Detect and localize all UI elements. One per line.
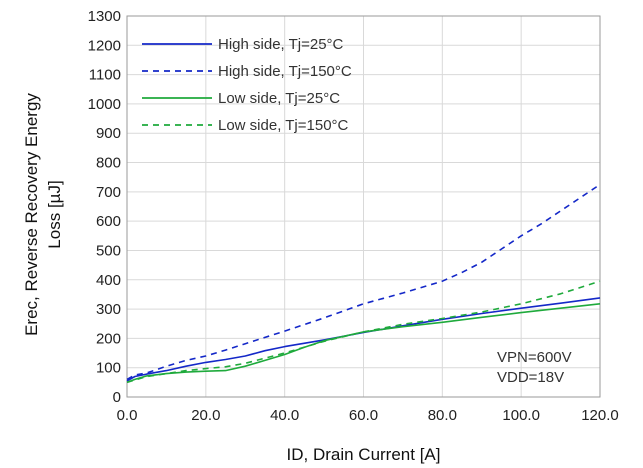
plot-frame [126, 15, 601, 398]
series-line-1 [126, 297, 601, 382]
x-tick-label: 40.0 [270, 407, 299, 424]
y-tick-label: 1000 [88, 96, 121, 113]
legend-label-3: Low side, Tj=25°C [218, 90, 340, 107]
y-tick-label: 900 [96, 125, 121, 142]
x-tick-label: 120.0 [581, 407, 619, 424]
series-line-3 [126, 303, 601, 384]
legend-label-4: Low side, Tj=150°C [218, 117, 349, 134]
y-tick-label: 1100 [89, 67, 121, 84]
x-tick-label: 80.0 [428, 407, 457, 424]
x-tick-label: 0.0 [117, 407, 138, 424]
y-tick-label: 100 [96, 360, 121, 377]
y-axis-title-line-1: Erec, Reverse Recovery Energy [22, 93, 41, 336]
y-tick-label: 1300 [88, 8, 121, 25]
x-axis-title: ID, Drain Current [A] [287, 445, 441, 464]
y-tick-label: 1200 [88, 37, 121, 54]
legend-label-1: High side, Tj=25°C [218, 36, 344, 53]
tick-labels: 0 100 200 300 400 500 600 700 800 900 1000 1100 1200… [88, 8, 619, 424]
y-tick-label: 200 [96, 330, 121, 347]
y-tick-label: 400 [96, 272, 121, 289]
x-tick-label: 100.0 [502, 407, 540, 424]
x-tick-label: 20.0 [191, 407, 220, 424]
y-axis-title-line-2: Loss [µJ] [45, 180, 64, 248]
y-tick-label: 600 [96, 213, 121, 230]
annotation-vdd: VDD=18V [497, 369, 564, 386]
annotation-vpn: VPN=600V [497, 349, 572, 366]
legend: High side, Tj=25°C High side, Tj=150°C Low… [142, 36, 352, 134]
y-tick-label: 300 [96, 301, 121, 318]
series-line-4 [126, 280, 601, 384]
series-lines [126, 183, 601, 384]
y-tick-label: 0 [113, 389, 121, 406]
y-tick-label: 700 [96, 184, 121, 201]
series-line-2 [126, 183, 601, 381]
grid [126, 15, 601, 398]
legend-label-2: High side, Tj=150°C [218, 63, 352, 80]
x-tick-label: 60.0 [349, 407, 378, 424]
y-tick-label: 800 [96, 155, 121, 172]
y-tick-label: 500 [96, 242, 121, 259]
